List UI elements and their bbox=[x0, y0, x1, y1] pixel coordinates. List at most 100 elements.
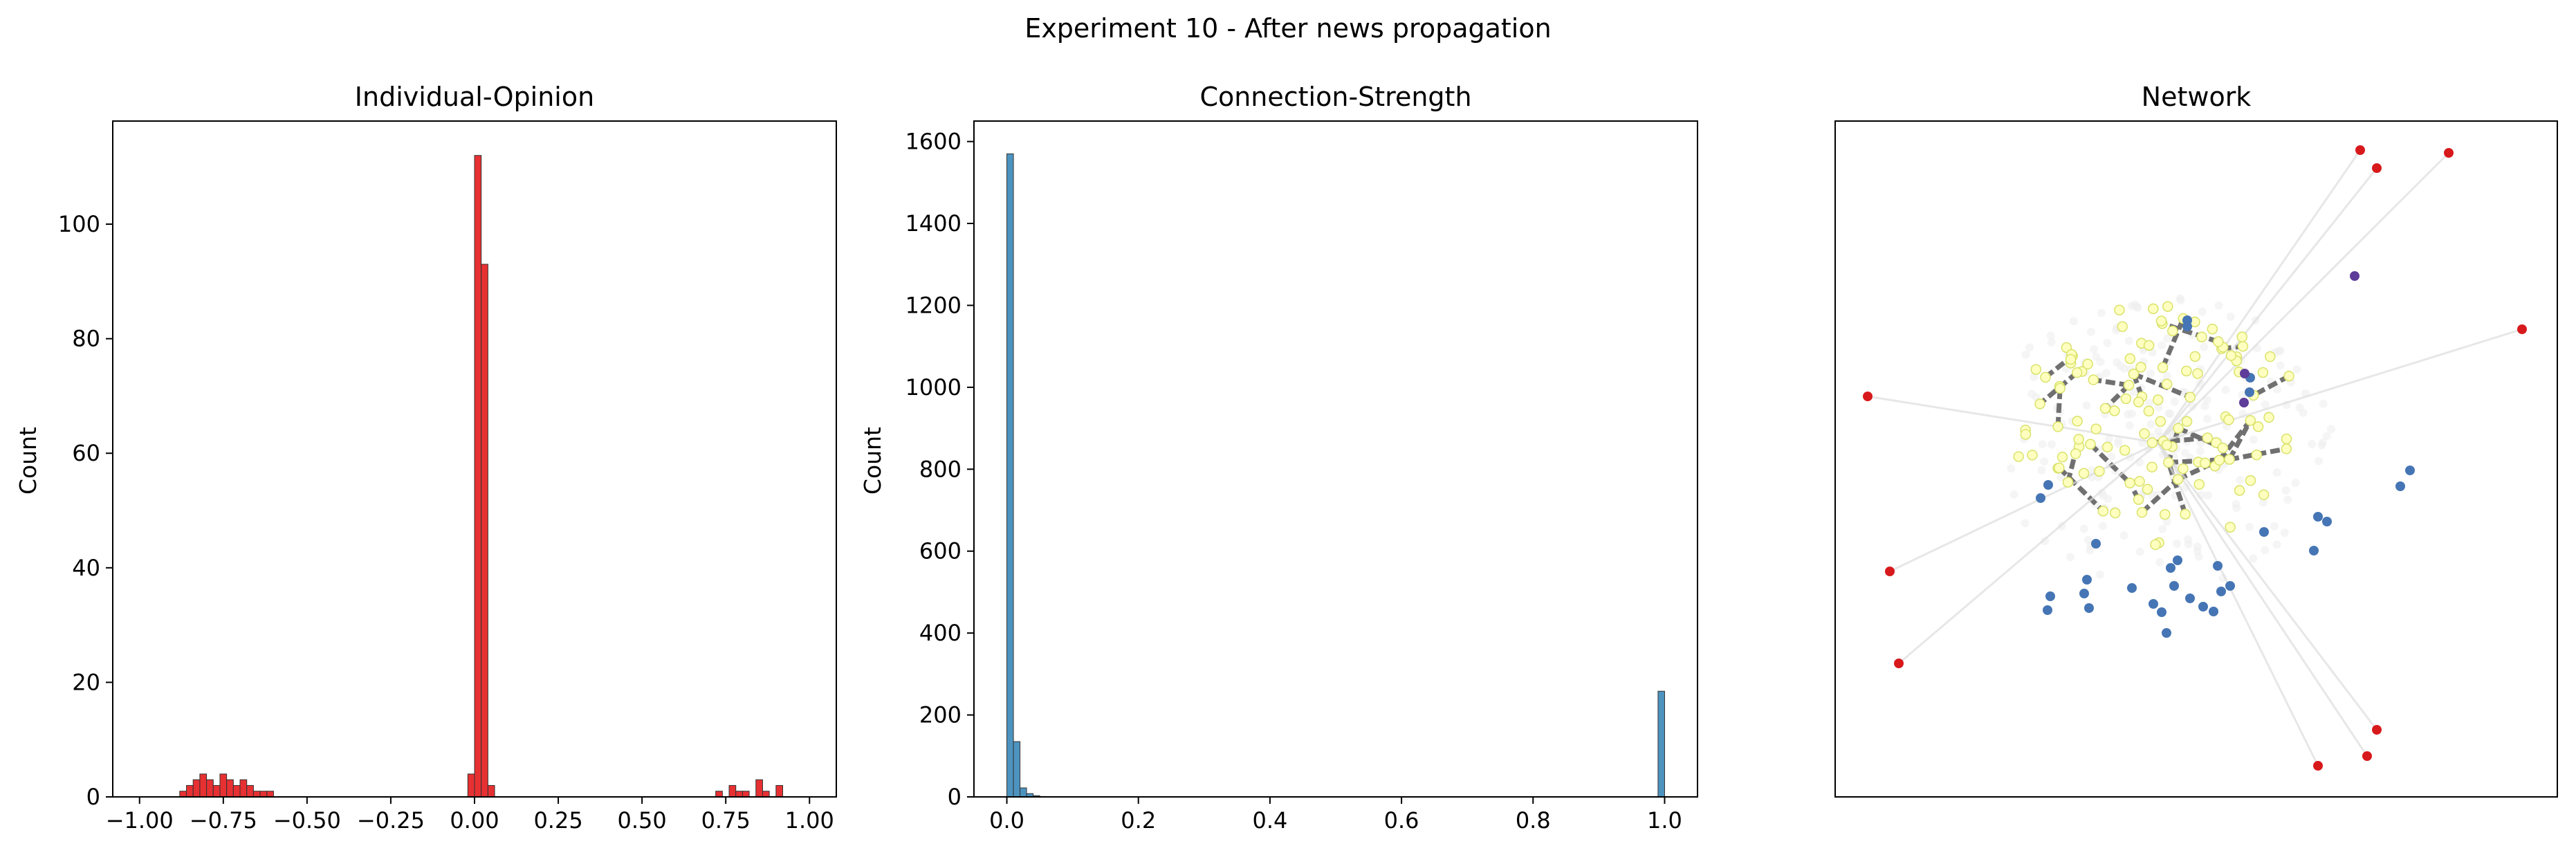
network-node-neutral bbox=[2109, 405, 2120, 416]
network-node-moderate bbox=[2198, 602, 2208, 612]
network-haze-dot bbox=[2104, 434, 2113, 443]
network-node-neutral bbox=[2225, 522, 2236, 533]
network-haze-dot bbox=[2203, 491, 2212, 500]
network-edge bbox=[2088, 442, 2132, 485]
network-haze-dot bbox=[2040, 457, 2049, 466]
network-node-neutral bbox=[2161, 439, 2173, 451]
network-node-neutral bbox=[2139, 428, 2150, 439]
network-node-extreme bbox=[1885, 567, 1895, 576]
network-node-moderate bbox=[2082, 575, 2092, 585]
network-node-moderate bbox=[2091, 539, 2101, 549]
network-node-neutral bbox=[2202, 432, 2214, 443]
network-haze-dot bbox=[2092, 352, 2101, 361]
network-node-moderate bbox=[2084, 603, 2094, 613]
network-haze-dot bbox=[2238, 390, 2247, 399]
network-haze-dot bbox=[2047, 338, 2056, 347]
network-node-neutral bbox=[2224, 454, 2235, 465]
network-haze-dot bbox=[2079, 524, 2088, 533]
strength-ytick-label: 1200 bbox=[905, 292, 962, 318]
network-edge bbox=[1898, 441, 2159, 665]
opinion-bar bbox=[762, 791, 770, 798]
network-node-neutral bbox=[2094, 466, 2105, 477]
network-haze-dot bbox=[2292, 365, 2301, 374]
strength-xtick-label: 0.0 bbox=[989, 807, 1024, 834]
network-haze-dot bbox=[2226, 312, 2235, 321]
network-node-neutral bbox=[2085, 439, 2096, 450]
network-node-neutral bbox=[2123, 380, 2135, 391]
network-node-neutral bbox=[2150, 539, 2161, 551]
network-haze-dot bbox=[2221, 385, 2230, 394]
panel2-axes: 0.0 0.2 0.4 0.6 0.8 1.0 0 200 400 600 800 1000 1200 1… bbox=[905, 129, 1682, 834]
network-haze-dot bbox=[2163, 334, 2172, 343]
network-haze-dot bbox=[2276, 361, 2285, 370]
network-haze-dot bbox=[2103, 338, 2112, 347]
network-node-neutral bbox=[2252, 421, 2264, 432]
panel-individual-opinion: Individual-Opinion Count −1.00 −0.75 −0.50… bbox=[15, 82, 837, 834]
network-node-moderate bbox=[2157, 607, 2166, 617]
network-haze-dot bbox=[2166, 410, 2175, 419]
network-haze-dot bbox=[2291, 479, 2300, 488]
network-node-neutral bbox=[2236, 331, 2248, 342]
opinion-ytick-label: 80 bbox=[72, 326, 100, 352]
network-node-neutral bbox=[2099, 403, 2111, 414]
strength-ytick-label: 600 bbox=[919, 538, 962, 564]
network-haze-dot bbox=[2214, 301, 2223, 310]
opinion-bar bbox=[239, 779, 248, 798]
network-haze-dot bbox=[2098, 522, 2107, 531]
network-haze-dot bbox=[2125, 421, 2134, 430]
network-node-neutral bbox=[2217, 442, 2229, 454]
strength-xtick-label: 0.6 bbox=[1384, 807, 1419, 834]
network-haze-dot bbox=[2198, 307, 2207, 316]
network-node-neutral bbox=[2124, 477, 2135, 489]
network-node-neutral bbox=[2167, 325, 2178, 337]
network-node-neutral bbox=[2283, 370, 2294, 382]
network-edge bbox=[2160, 318, 2186, 369]
network-node-neutral bbox=[2281, 433, 2292, 445]
network-node-neutral bbox=[2200, 457, 2211, 469]
network-haze-dot bbox=[2249, 554, 2258, 563]
network-haze-dot bbox=[2131, 300, 2140, 309]
network-node-neutral bbox=[2142, 484, 2153, 495]
network-edge bbox=[2055, 388, 2063, 428]
network-haze-dot bbox=[2196, 447, 2205, 456]
network-edge bbox=[2157, 442, 2319, 766]
network-node-neutral bbox=[2148, 303, 2159, 315]
network-nodes bbox=[1863, 145, 2527, 771]
panel-connection-strength: Connection-Strength Count 0.0 0.2 0.4 0.6 0.… bbox=[859, 82, 1698, 834]
network-haze-dot bbox=[2170, 397, 2179, 406]
network-haze-dot bbox=[2175, 294, 2184, 303]
network-node-neutral bbox=[2225, 350, 2237, 361]
opinion-xtick-label: 0.75 bbox=[701, 807, 751, 834]
network-node-neutral bbox=[2196, 331, 2207, 342]
opinion-bar bbox=[246, 784, 254, 798]
network-edge bbox=[2038, 371, 2079, 406]
network-haze-dot bbox=[2025, 343, 2034, 352]
network-node-neutral bbox=[2146, 461, 2158, 472]
network-node-neutral bbox=[2062, 477, 2074, 488]
network-node-neutral bbox=[2178, 463, 2189, 475]
figure-suptitle: Experiment 10 - After news propagation bbox=[1024, 13, 1551, 44]
network-haze-dot bbox=[2202, 396, 2211, 405]
network-node-neutral bbox=[2088, 374, 2099, 385]
opinion-bar bbox=[199, 773, 208, 798]
panel1-title: Individual-Opinion bbox=[355, 82, 594, 112]
network-node-neutral bbox=[2237, 340, 2249, 352]
network-haze-dot bbox=[2270, 522, 2279, 531]
network-haze-dot bbox=[2258, 498, 2267, 507]
network-node-mixed bbox=[2239, 398, 2249, 407]
opinion-xtick-label: −0.50 bbox=[273, 807, 341, 834]
opinion-bar bbox=[715, 791, 723, 798]
network-haze-dot bbox=[2272, 385, 2281, 394]
network-haze-dot bbox=[2158, 341, 2166, 350]
panel2-title: Connection-Strength bbox=[1199, 82, 1471, 112]
network-haze-dot bbox=[2232, 499, 2241, 508]
network-node-neutral bbox=[2134, 476, 2145, 487]
network-node-moderate bbox=[2079, 589, 2089, 598]
network-haze-dot bbox=[2087, 466, 2096, 475]
network-node-neutral bbox=[2181, 416, 2193, 428]
network-node-moderate bbox=[2209, 607, 2218, 616]
opinion-bar bbox=[212, 784, 221, 798]
network-node-neutral bbox=[2054, 462, 2065, 474]
network-haze-dot bbox=[2173, 539, 2182, 548]
network-node-neutral bbox=[2135, 361, 2146, 373]
